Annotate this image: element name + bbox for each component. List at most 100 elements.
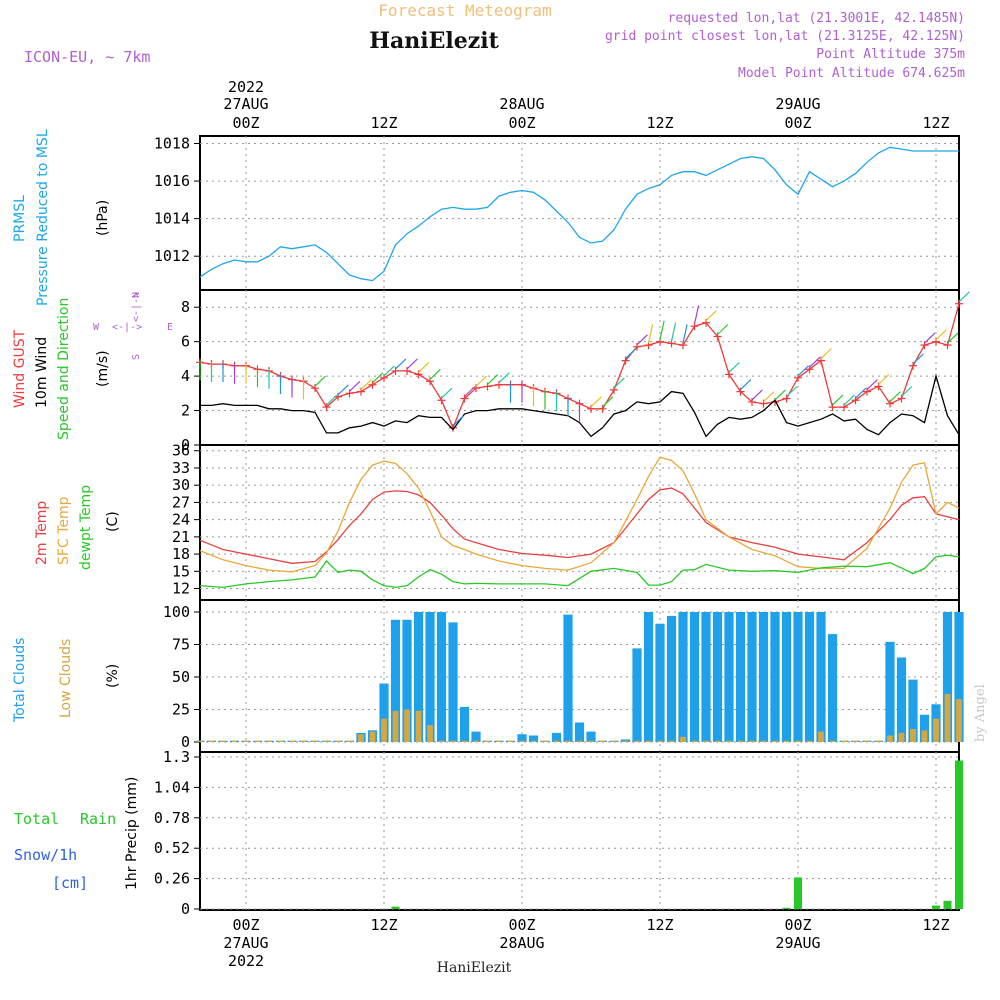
wind-arrow	[452, 415, 464, 427]
wind-arrow	[786, 386, 798, 397]
wind-arrow	[636, 334, 648, 346]
low-cloud-bar	[657, 740, 663, 742]
clouds-ytick-label: 25	[172, 701, 190, 719]
wind10m-label: 10m Wind	[34, 337, 50, 408]
wind-arrow	[383, 365, 395, 377]
clouds-ytick-label: 100	[163, 603, 190, 621]
total-cloud-bar	[816, 612, 826, 742]
total-cloud-bar	[425, 612, 435, 742]
wind-arrow	[809, 356, 821, 368]
wind-arrow	[659, 320, 665, 340]
total-label: Total	[14, 810, 59, 828]
low-cloud-bar	[427, 725, 433, 742]
wind-arrow	[429, 368, 441, 380]
wind-arrow	[360, 379, 372, 391]
wind-arrow	[406, 358, 418, 370]
prmsl-ytick-label: 1016	[154, 172, 190, 190]
total-cloud-bar	[655, 623, 665, 742]
dewpt-label: dewpt Temp	[78, 485, 94, 570]
bottom-axis-label: 00Z	[508, 916, 535, 934]
total-cloud-bar	[689, 612, 700, 742]
total-cloud-bar	[448, 622, 458, 742]
clouds-ytick-label: 50	[172, 668, 190, 686]
total-cloud-bar	[413, 612, 424, 742]
wind-arrow	[855, 387, 867, 399]
temperature-ytick-label: 18	[172, 545, 190, 563]
total-cloud-bar	[701, 612, 711, 742]
low-cloud-bar	[760, 740, 767, 742]
low-cloud-bar	[841, 740, 847, 742]
precip-ytick-label: 1.3	[163, 748, 190, 766]
wind-arrow	[924, 332, 936, 344]
wind-arrow	[901, 386, 913, 397]
bottom-axis-label: 2022	[228, 952, 264, 970]
wind-arrow	[878, 374, 890, 385]
low-cloud-bar	[530, 740, 537, 742]
temperature-ytick-label: 15	[172, 562, 190, 580]
wind-arrow	[774, 389, 786, 401]
wind-arrow	[705, 310, 717, 322]
wind-frame	[199, 289, 960, 446]
top-axis-label: 00Z	[508, 114, 535, 132]
bottom-axis-label: 29AUG	[775, 934, 820, 952]
station-title: HaniElezit	[369, 28, 499, 54]
low-cloud-bar	[542, 740, 548, 742]
low-cloud-bar	[358, 734, 364, 742]
wind-arrow	[797, 365, 809, 377]
total-cloud-bar	[781, 612, 792, 742]
low-cloud-bar	[749, 740, 755, 742]
model-label: ICON-EU, ~ 7km	[24, 48, 150, 66]
low-cloud-bar	[220, 740, 226, 742]
total-cloud-bar	[379, 683, 389, 742]
svg-text:<-|->: <-|->	[112, 322, 142, 333]
low-cloud-bar	[450, 740, 456, 742]
precip-bar	[782, 907, 791, 909]
wind-arrow	[843, 394, 855, 406]
low-cloud-bar	[496, 740, 502, 742]
low-cloud-bar	[737, 740, 744, 742]
cloud-legend: Total Clouds Low Clouds (%)	[12, 638, 121, 723]
low-cloud-bar	[438, 740, 445, 742]
temperature-ytick-label: 21	[172, 528, 190, 546]
sfc-temp-line	[199, 456, 960, 573]
prmsl-ytick-label: 1014	[154, 210, 190, 228]
bottom-axis-label: 27AUG	[223, 934, 268, 952]
wind-arrow	[337, 384, 349, 396]
low-cloud-bar	[369, 731, 376, 742]
prmsl-panel: 1012 1014 1016 1018	[154, 135, 960, 291]
wind-arrow	[832, 394, 844, 406]
wind-arrow	[866, 379, 878, 391]
wind-ytick-label: 6	[181, 333, 190, 351]
wind-arrow	[464, 386, 476, 397]
prmsl-label: PRMSL	[12, 195, 28, 242]
cloud-unit: (%)	[105, 664, 121, 688]
wind-arrow	[751, 389, 763, 401]
low-cloud-bar	[289, 740, 295, 742]
panels: 1012101410161018024681215182124273033360…	[154, 135, 970, 918]
total-cloud-bar	[666, 615, 677, 742]
total-cloud-bar	[551, 732, 562, 742]
precip-bar	[391, 906, 400, 909]
top-axis-label: 29AUG	[775, 95, 820, 113]
total-cloud-bar	[724, 612, 734, 742]
low-cloud-bar	[553, 740, 560, 742]
precip-legend: Total Rain Snow/1h [cm] 1hr Precip (mm)	[14, 777, 140, 892]
wind-arrow	[717, 324, 729, 335]
low-cloud-bar	[668, 740, 675, 742]
wind-arrow	[820, 348, 832, 360]
bottom-axis-label: 12Z	[370, 916, 397, 934]
low-cloud-bar	[519, 740, 525, 742]
total-cloud-bar	[712, 612, 723, 742]
low-cloud-bar	[461, 740, 468, 742]
top-axis-label: 28AUG	[499, 95, 544, 113]
total-cloud-bar	[919, 714, 930, 742]
wind-arrow	[602, 396, 614, 408]
wind-arrow	[889, 391, 901, 403]
precip-panel: 0 0.26 0.52 0.78 1.04 1.3	[154, 748, 964, 918]
footer-station: HaniElezit	[437, 960, 512, 976]
product-title: Forecast Meteogram	[378, 1, 551, 20]
low-cloud-bar	[335, 740, 341, 742]
total-cloud-bar	[390, 619, 401, 742]
wind-arrow	[475, 375, 487, 387]
